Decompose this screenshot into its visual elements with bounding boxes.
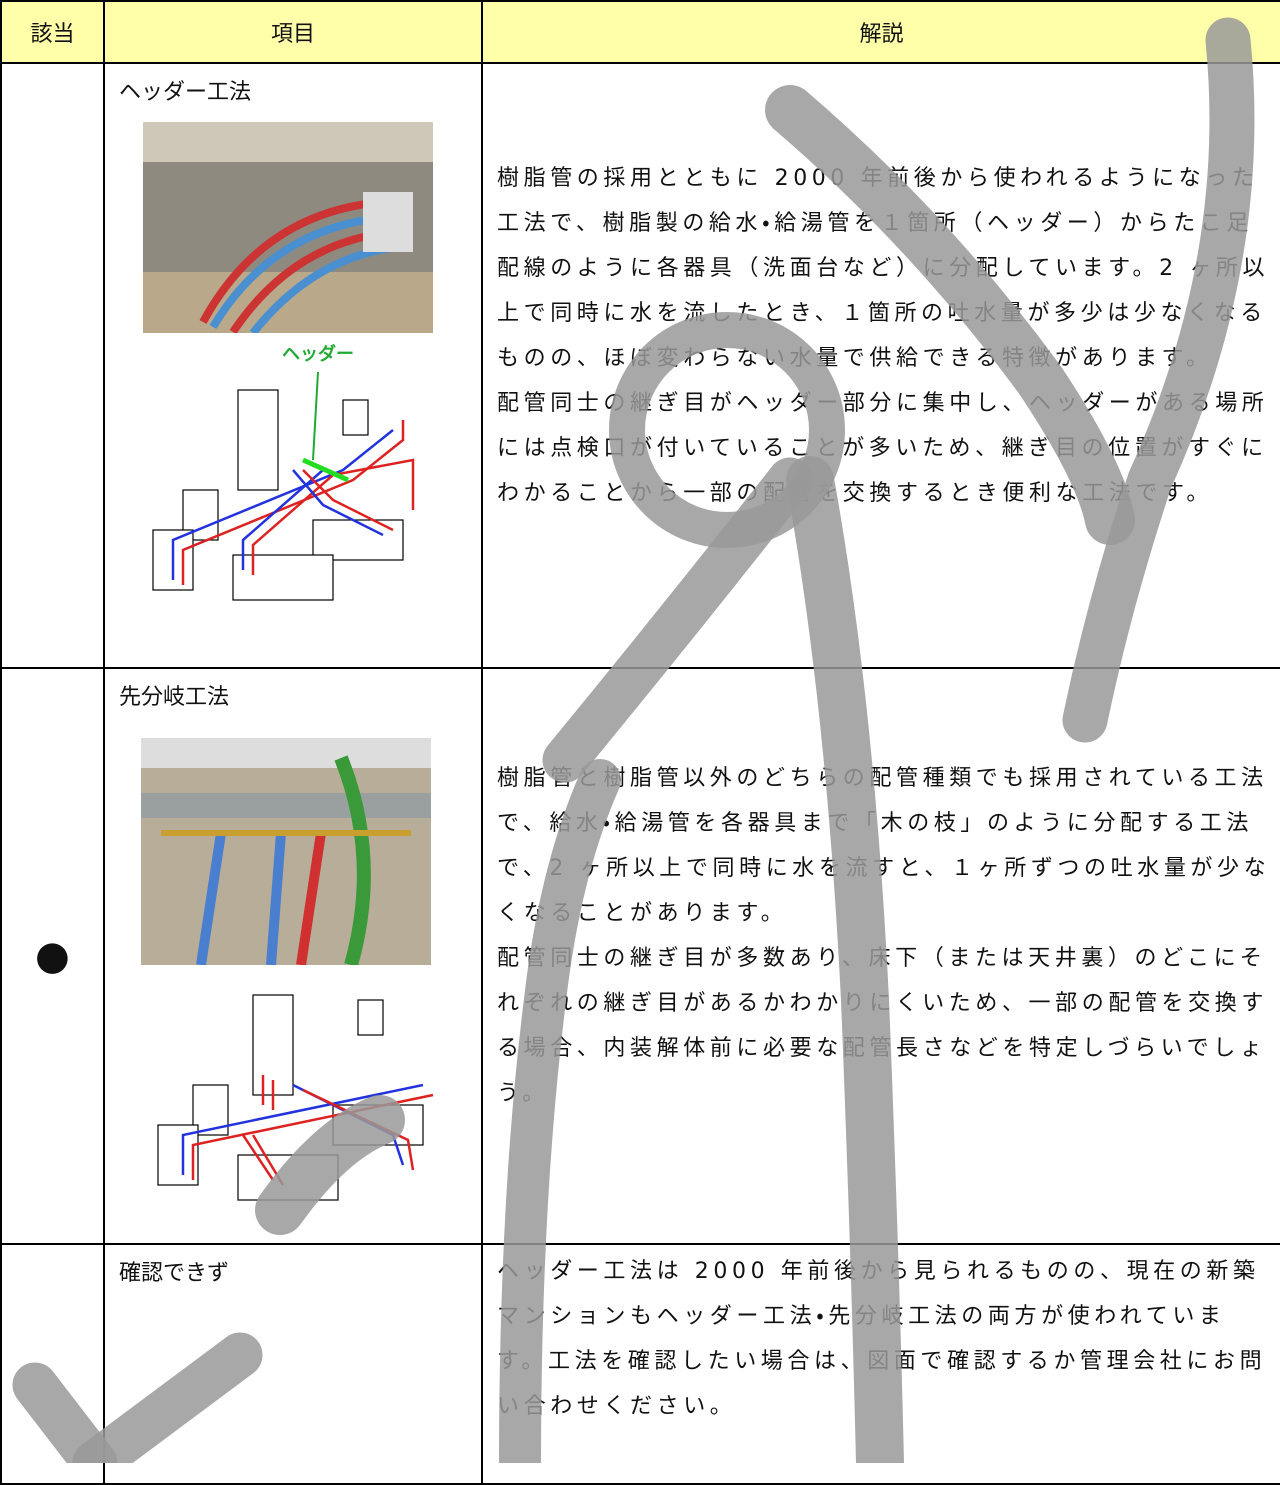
- paragraph: ヘッダー工法は 2000 年前後から見られるものの、現在の新築マンションもヘッダ…: [497, 1259, 1267, 1419]
- diagram-header: ヘッダー: [152, 343, 415, 601]
- paragraph: 樹脂管の採用とともに 2000 年前後から使われるようになった工法で、樹脂製の給…: [497, 165, 1270, 371]
- diagram-branch: [157, 994, 434, 1201]
- mark-cell: [0, 1243, 105, 1485]
- paragraph: 樹脂管と樹脂管以外のどちらの配管種類でも採用されている工法で、給水・給湯管を各器…: [497, 766, 1271, 926]
- mark-cell: [0, 62, 105, 669]
- description-cell: 樹脂管と樹脂管以外のどちらの配管種類でも採用されている工法で、給水・給湯管を各器…: [481, 667, 1280, 1245]
- header-cell: 該当: [0, 0, 105, 64]
- item-cell: 確認できず: [103, 1243, 483, 1485]
- row: 確認できず ヘッダー工法は 2000 年前後から見られるものの、現在の新築マンシ…: [0, 1243, 1280, 1485]
- photo-branch: [141, 738, 431, 965]
- paragraph: 配管同士の継ぎ目が多数あり、床下（または天井裏）のどこにそれぞれの継ぎ目があるか…: [497, 946, 1268, 1106]
- photo-header: [143, 122, 433, 333]
- item-title: ヘッダー工法: [119, 80, 252, 105]
- header-cell: 解説: [481, 0, 1280, 64]
- diagram-label: ヘッダー: [282, 343, 354, 365]
- item-title: 確認できず: [119, 1261, 230, 1286]
- item-title: 先分岐工法: [119, 685, 230, 710]
- description-cell: 樹脂管の採用とともに 2000 年前後から使われるようになった工法で、樹脂製の給…: [481, 62, 1280, 669]
- header-row: 該当 項目 解説: [0, 0, 1280, 64]
- paragraph: 配管同士の継ぎ目がヘッダー部分に集中し、ヘッダーがある場所には点検口が付いている…: [497, 390, 1269, 506]
- description-cell: ヘッダー工法は 2000 年前後から見られるものの、現在の新築マンションもヘッダ…: [481, 1243, 1280, 1485]
- mark-cell: ●: [0, 667, 105, 1245]
- header-cell: 項目: [103, 0, 483, 64]
